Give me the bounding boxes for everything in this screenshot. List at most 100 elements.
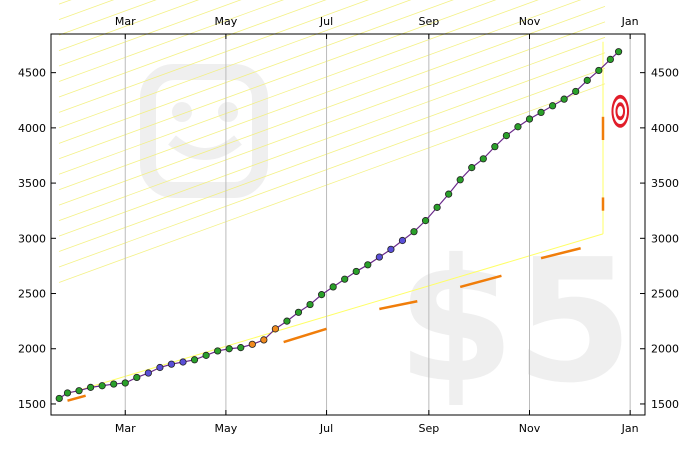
- projection-line: [58, 0, 369, 113]
- data-point: [98, 382, 106, 390]
- x-tick-label-bottom: Sep: [418, 422, 439, 435]
- y-tick-label-left: 3500: [18, 177, 46, 190]
- x-tick-label-bottom: May: [215, 422, 238, 435]
- data-point: [433, 203, 441, 211]
- projection-line: [58, 0, 157, 36]
- y-tick-label-left: 3000: [18, 232, 46, 245]
- y-tick-label-right: 2000: [651, 343, 679, 356]
- data-point: [514, 123, 522, 131]
- data-point: [468, 164, 476, 172]
- projection-line: [58, 0, 582, 191]
- projection-line: [58, 0, 539, 175]
- x-tick-label-bottom: Nov: [519, 422, 541, 435]
- data-point: [110, 380, 118, 388]
- data-point: [352, 267, 360, 276]
- data-point: [167, 360, 176, 368]
- projection-line: [58, 0, 412, 129]
- guide-segment: [459, 274, 502, 289]
- y-tick-label-left: 4000: [18, 122, 46, 135]
- projection-line: [58, 0, 327, 98]
- y-tick-label-right: 3000: [651, 232, 679, 245]
- data-point: [260, 336, 268, 344]
- data-point: [491, 143, 499, 151]
- data-point: [248, 340, 256, 348]
- data-point: [364, 261, 372, 269]
- projection-line: [58, 0, 242, 67]
- data-point: [133, 373, 141, 382]
- projection-line: [65, 233, 604, 395]
- projection-line: [58, 83, 606, 283]
- y-tick-label-right: 3500: [651, 177, 679, 190]
- x-tick-label-top: May: [215, 15, 238, 28]
- data-point: [421, 217, 430, 225]
- projection-line: [58, 52, 606, 252]
- target-marker-icon: [611, 94, 630, 128]
- data-point: [341, 275, 349, 283]
- projection-line: [58, 67, 606, 268]
- x-tick-label-bottom: Jan: [621, 422, 639, 435]
- y-tick-label-right: 2500: [651, 288, 679, 301]
- guide-segment: [540, 247, 581, 260]
- data-point: [225, 345, 233, 353]
- data-point: [537, 108, 545, 117]
- guide-segment: [379, 300, 418, 311]
- plot-frame: [50, 33, 646, 416]
- x-tick-label-top: Jan: [621, 15, 639, 28]
- target-ring: [617, 106, 624, 117]
- data-point: [445, 190, 453, 198]
- data-point: [202, 351, 210, 359]
- guide-segment: [67, 394, 86, 402]
- data-point: [237, 344, 245, 352]
- data-point: [375, 253, 383, 261]
- y-tick-label-left: 4500: [18, 67, 46, 80]
- month-grid: [124, 34, 631, 415]
- data-point: [479, 155, 487, 163]
- data-point: [614, 48, 623, 56]
- orange-guide-series: [67, 116, 605, 402]
- x-tick-label-top: Jul: [319, 15, 333, 28]
- watermark-text: $5: [397, 223, 634, 421]
- y-tick-label-left: 2500: [18, 288, 46, 301]
- x-tick-label-top: Nov: [519, 15, 541, 28]
- projection-line: [58, 0, 454, 144]
- data-point: [121, 379, 129, 387]
- projection-line: [58, 0, 497, 160]
- data-point: [55, 394, 63, 403]
- x-tick-label-top: Mar: [115, 15, 136, 28]
- guide-segment: [283, 327, 327, 344]
- projection-lines: [58, 0, 606, 395]
- data-point: [156, 363, 164, 372]
- projection-line: [58, 36, 606, 237]
- data-point: [398, 236, 407, 245]
- data-point: [583, 76, 591, 84]
- data-point: [410, 228, 418, 236]
- projection-line: [58, 0, 200, 51]
- data-point: [456, 176, 464, 184]
- y-tick-label-right: 4000: [651, 122, 679, 135]
- data-point: [294, 308, 303, 316]
- data-point: [144, 369, 152, 377]
- projection-line: [58, 0, 284, 82]
- y-tick-label-right: 1500: [651, 398, 679, 411]
- watermark: $5: [140, 64, 634, 421]
- data-point: [595, 66, 603, 75]
- data-point: [75, 387, 83, 395]
- data-point: [63, 389, 72, 397]
- data-point: [548, 102, 557, 110]
- projection-line: [58, 0, 72, 5]
- data-point: [502, 132, 510, 140]
- y-tick-label-left: 2000: [18, 343, 46, 356]
- x-tick-label-top: Sep: [418, 15, 439, 28]
- x-tick-label-bottom: Jul: [319, 422, 333, 435]
- data-series: [55, 48, 623, 403]
- data-point: [329, 283, 337, 291]
- smiley-watermark-icon: [140, 64, 268, 198]
- data-point: [317, 291, 326, 299]
- data-point: [283, 317, 291, 325]
- data-point: [572, 87, 580, 96]
- y-tick-label-left: 1500: [18, 398, 46, 411]
- data-point: [179, 358, 187, 366]
- data-point: [525, 115, 534, 123]
- data-point: [87, 383, 95, 391]
